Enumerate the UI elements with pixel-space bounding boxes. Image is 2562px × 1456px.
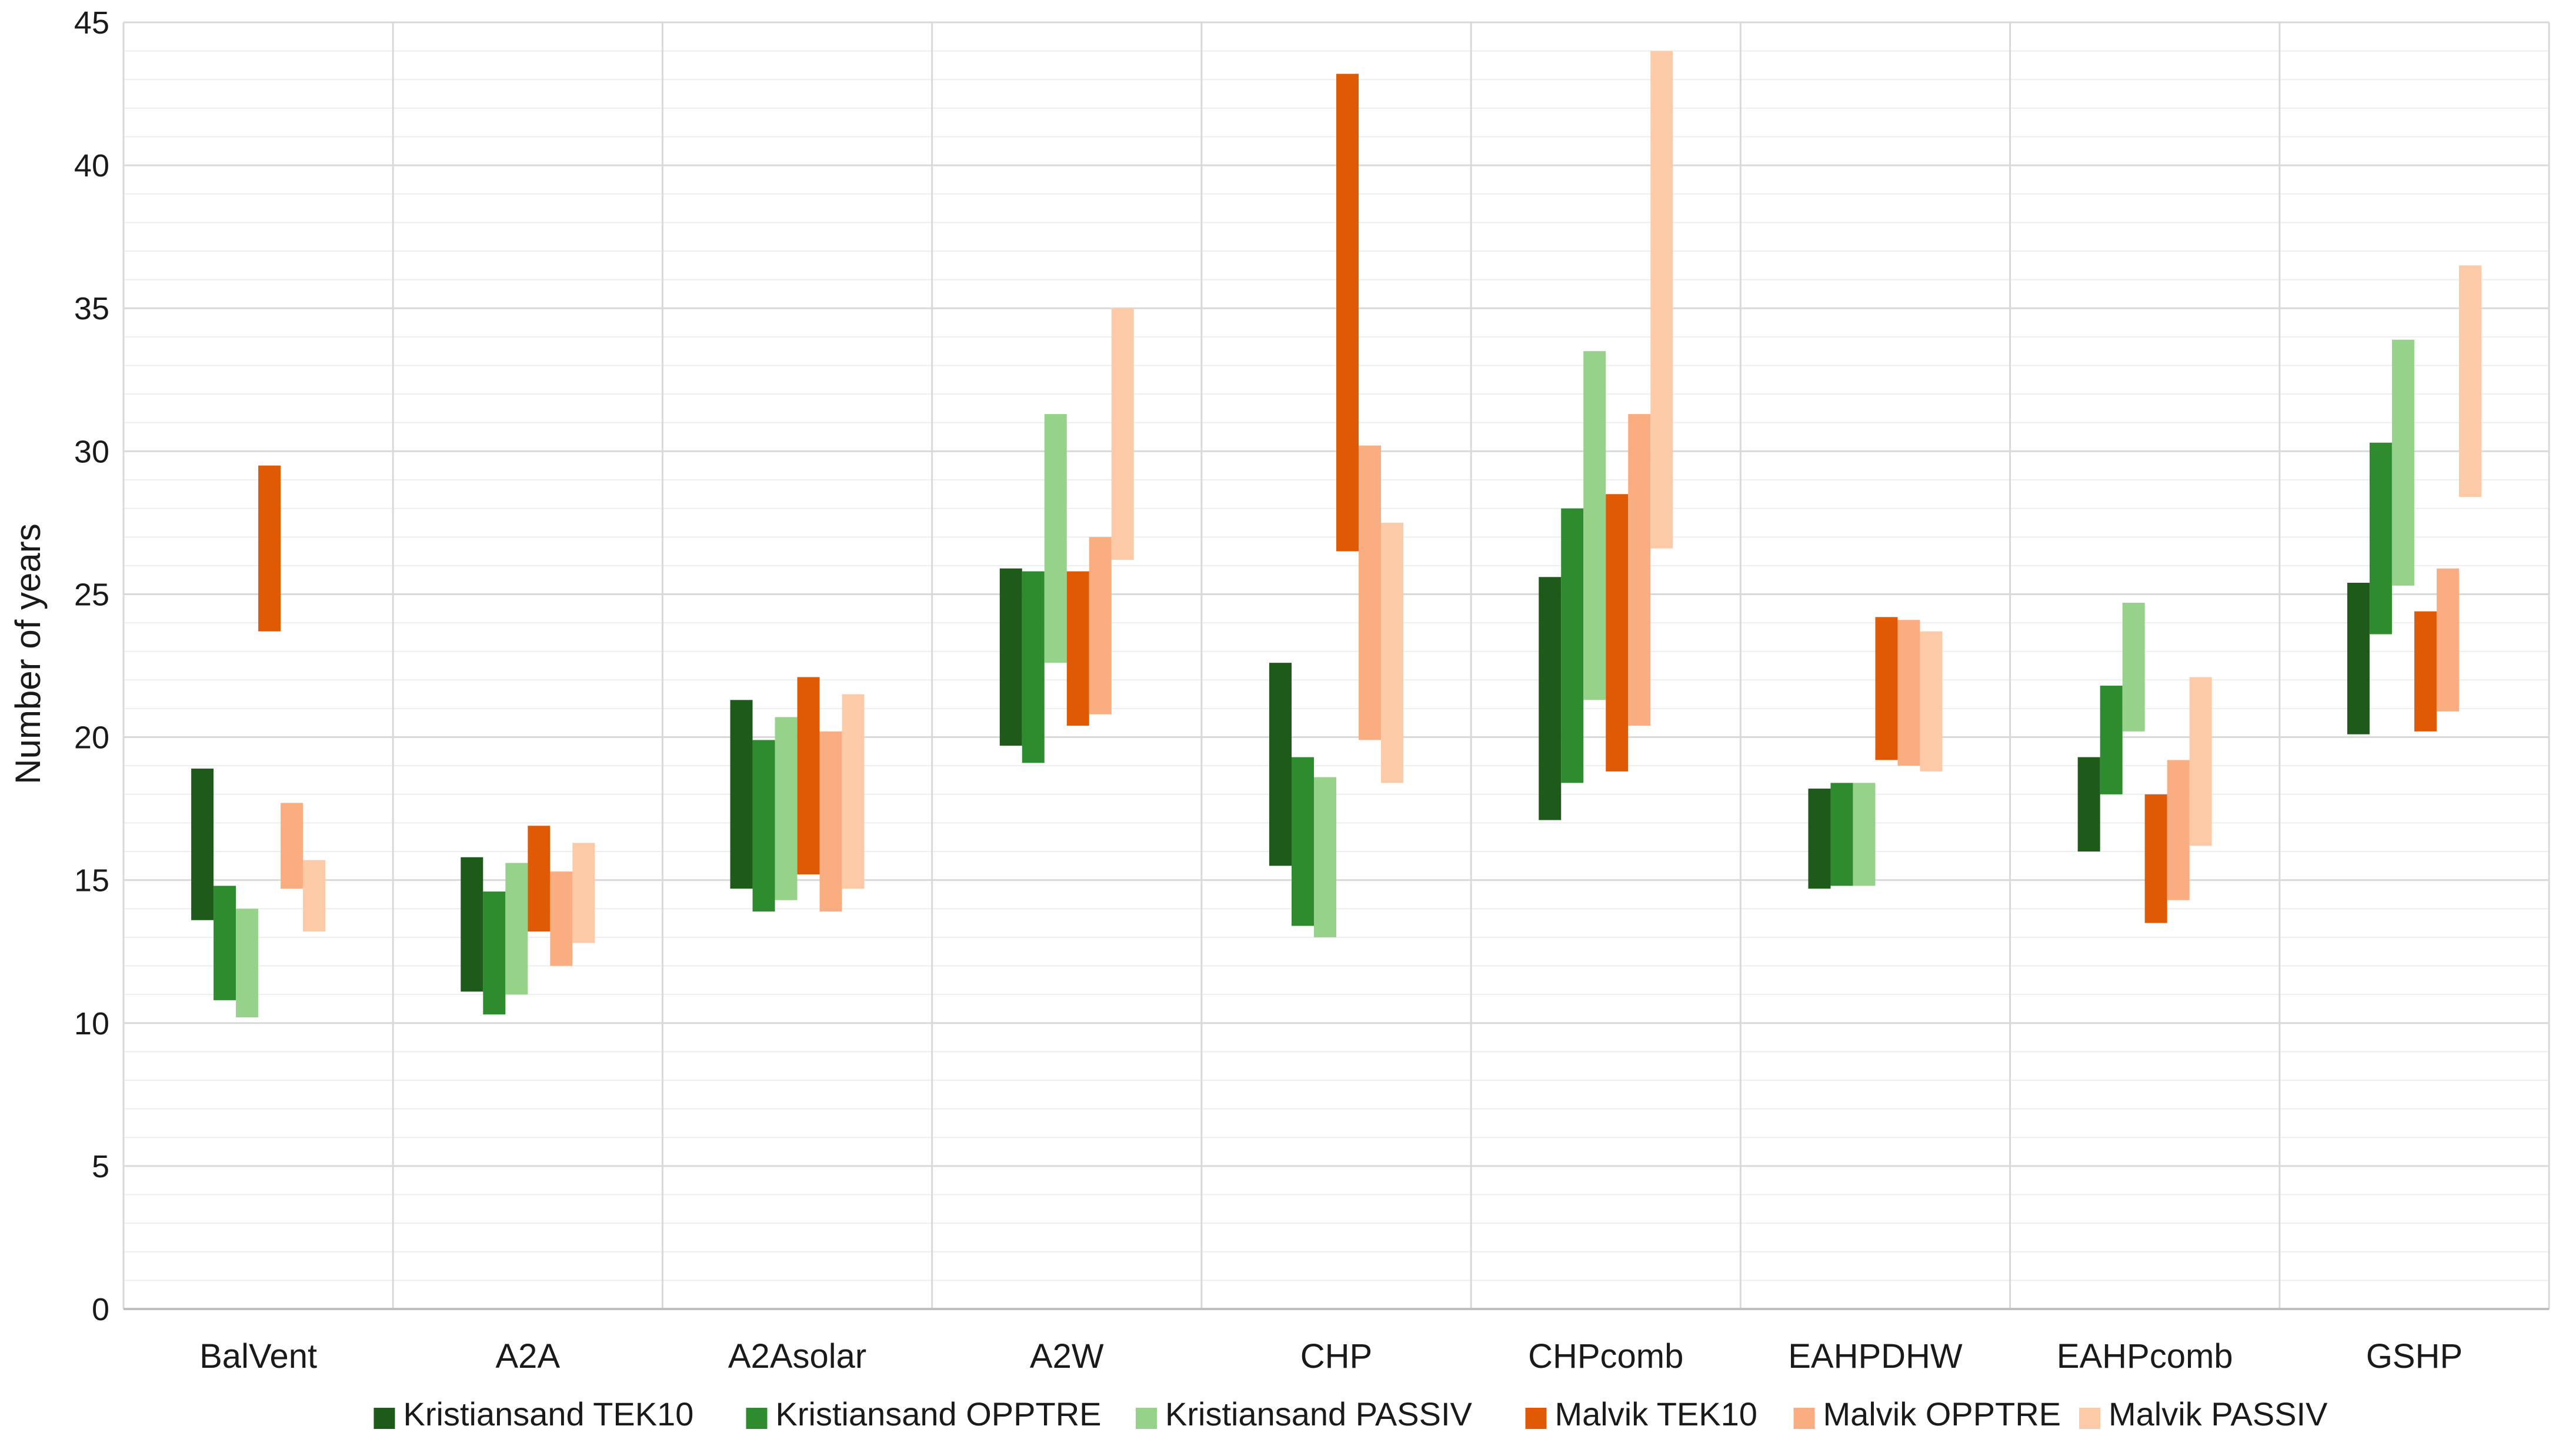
range-bar [842,694,865,889]
legend-swatch [1525,1408,1547,1429]
range-bar [1920,631,1943,772]
range-bar [752,740,775,912]
x-tick-label: EAHPDHW [1788,1337,1963,1375]
range-bar [1583,351,1606,700]
range-bar [2369,442,2392,635]
range-bar [1381,522,1403,783]
range-bar [2100,686,2123,794]
legend-label: Kristiansand OPPTRE [776,1395,1102,1432]
range-bar [1111,308,1134,560]
range-bar [550,871,573,966]
range-bar [505,863,528,995]
range-bar [2144,794,2167,923]
y-tick-label: 0 [92,1292,109,1327]
range-bar [819,731,842,912]
range-bar [2077,757,2100,852]
range-bar [1628,414,1651,726]
x-tick-label: A2W [1030,1337,1104,1375]
range-bar [775,717,798,900]
x-tick-label: CHPcomb [1528,1337,1683,1375]
range-bar [2189,677,2212,846]
range-bar [281,803,303,889]
range-bar [214,886,236,1000]
legend-label: Malvik TEK10 [1555,1395,1757,1432]
legend-label: Kristiansand PASSIV [1165,1395,1473,1432]
range-bar [999,568,1022,746]
axes: 0 5 10 15 20 25 30 35 40 45 BalVent A2A A2Asolar A2W C… [74,5,2549,1375]
range-bar [2347,582,2370,734]
range-bar [2167,760,2190,900]
range-bar [1650,51,1673,549]
range-bar [1269,663,1292,866]
y-tick-label: 5 [92,1149,109,1184]
range-bar [1292,757,1314,926]
y-tick-label: 10 [74,1006,109,1041]
range-bar [191,769,214,920]
y-tick-label: 35 [74,291,109,326]
x-tick-label: CHP [1300,1337,1372,1375]
legend-swatch [373,1408,395,1429]
legend-swatch [2079,1408,2100,1429]
range-bar [1606,494,1629,772]
y-tick-label: 15 [74,863,109,899]
x-tick-label: A2Asolar [728,1337,866,1375]
x-tick-label: A2A [496,1337,561,1375]
range-bar [1830,783,1853,886]
range-bar [1066,571,1089,726]
range-bar [1897,620,1920,766]
range-bar [1022,571,1045,763]
y-tick-label: 30 [74,434,109,469]
range-bar [483,891,506,1015]
x-tick-label: GSHP [2366,1337,2463,1375]
range-bar [2414,611,2437,732]
bars [191,51,2481,1018]
range-bar [572,843,595,943]
y-tick-label: 20 [74,720,109,756]
range-bar [1359,445,1381,740]
range-bar [1044,414,1067,663]
range-bar [1539,577,1562,820]
range-bar [303,860,326,932]
range-bar [1853,783,1876,886]
range-bar [2458,265,2481,497]
y-axis-title: Number of years [8,523,48,784]
range-bar [1808,789,1831,889]
range-bar [730,700,753,889]
legend: Kristiansand TEK10 Kristiansand OPPTRE Kri… [373,1395,2328,1432]
x-tick-label: EAHPcomb [2057,1337,2233,1375]
y-tick-label: 25 [74,577,109,612]
legend-swatch [746,1408,768,1429]
range-bar [1314,777,1336,937]
y-tick-label: 40 [74,148,109,183]
range-bar [797,677,820,874]
legend-swatch [1793,1408,1815,1429]
range-bar [1561,508,1584,783]
range-bar [1089,537,1112,714]
range-bar [1336,74,1359,552]
y-tick-label: 45 [74,5,109,41]
range-bar [236,909,259,1018]
range-bar [2436,568,2459,712]
range-bar [2122,603,2145,732]
range-bar [528,826,551,932]
legend-label: Malvik OPPTRE [1823,1395,2061,1432]
legend-label: Kristiansand TEK10 [403,1395,694,1432]
legend-label: Malvik PASSIV [2109,1395,2328,1432]
range-bar [258,465,281,632]
x-tick-label: BalVent [199,1337,317,1375]
legend-swatch [1136,1408,1157,1429]
range-bar [1875,617,1898,760]
range-bar [461,857,483,992]
range-bar [2391,339,2414,586]
